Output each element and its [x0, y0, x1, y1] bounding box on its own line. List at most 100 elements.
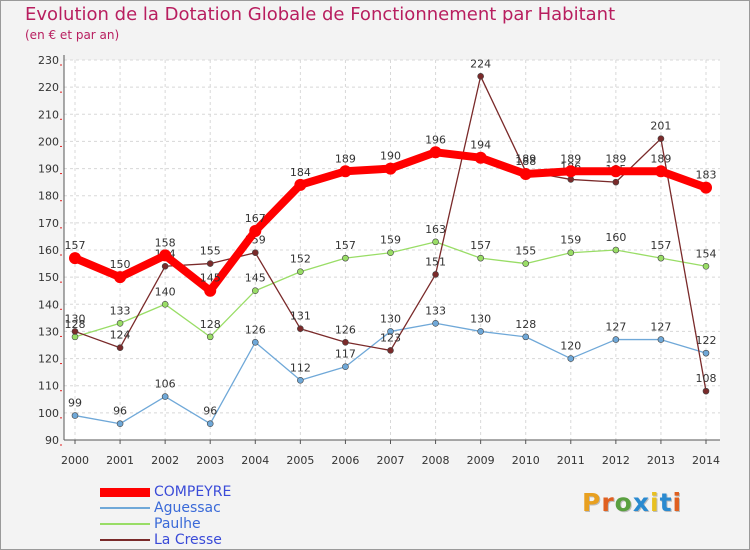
data-point: [342, 363, 349, 371]
data-label: 99: [68, 397, 82, 410]
data-point: [477, 72, 484, 80]
x-tick-label: 2003: [196, 454, 224, 467]
legend-swatch: [100, 488, 150, 497]
legend-item: Aguessac: [100, 500, 300, 516]
data-point: [429, 146, 442, 159]
data-point: [387, 249, 394, 257]
y-tick-label: 160: [38, 244, 59, 257]
data-label: 184: [290, 166, 311, 179]
data-point: [297, 325, 304, 333]
data-point: [702, 262, 710, 270]
data-label: 106: [155, 378, 176, 391]
data-point: [297, 376, 304, 384]
data-label: 127: [605, 321, 626, 334]
data-point: [159, 249, 172, 262]
data-label: 189: [560, 152, 581, 165]
data-point: [657, 135, 665, 143]
data-point: [206, 420, 214, 428]
logo-letter: i: [672, 488, 683, 517]
x-tick-label: 2000: [61, 454, 89, 467]
data-point: [612, 336, 620, 343]
data-point: [339, 165, 352, 178]
x-tick-label: 2002: [151, 454, 179, 467]
y-tick-label: 100: [38, 407, 59, 420]
y-tick-label: 180: [38, 190, 59, 203]
x-tick-label: 2007: [377, 454, 405, 467]
legend-label: COMPEYRE: [154, 484, 232, 500]
data-label: 157: [650, 239, 671, 252]
data-label: 145: [200, 272, 221, 285]
data-point: [564, 165, 577, 178]
data-label: 157: [65, 239, 86, 252]
data-point: [297, 268, 304, 276]
x-tick-label: 2004: [241, 454, 269, 467]
y-tick-label: 140: [38, 298, 59, 311]
data-label: 150: [110, 258, 131, 271]
x-tick-label: 2006: [331, 454, 359, 467]
data-point: [702, 387, 710, 395]
data-label: 117: [335, 348, 356, 361]
data-point: [71, 333, 79, 341]
data-point: [519, 168, 532, 180]
data-label: 158: [155, 236, 176, 249]
data-point: [116, 420, 124, 428]
data-label: 96: [203, 405, 217, 418]
data-point: [116, 344, 124, 352]
data-point: [657, 336, 665, 343]
x-tick-label: 2009: [467, 454, 495, 467]
data-point: [71, 328, 79, 335]
y-tick-label: 110: [38, 380, 59, 393]
data-point: [432, 238, 439, 246]
data-label: 159: [380, 234, 401, 247]
legend-item: La Cresse: [100, 532, 300, 548]
data-label: 190: [380, 150, 401, 163]
legend-label: Aguessac: [154, 500, 221, 516]
legend-item: COMPEYRE: [100, 484, 300, 500]
data-point: [161, 393, 169, 400]
data-label: 130: [65, 312, 86, 325]
data-point: [251, 287, 259, 295]
legend-swatch: [100, 523, 150, 525]
data-label: 127: [650, 321, 671, 334]
data-point: [387, 347, 394, 354]
data-label: 152: [290, 253, 311, 266]
data-point: [432, 319, 439, 327]
logo-letter: t: [659, 488, 673, 517]
data-label: 157: [470, 239, 491, 252]
x-tick-label: 2005: [286, 454, 314, 467]
data-label: 188: [515, 155, 536, 168]
legend-swatch: [100, 507, 150, 509]
x-tick-label: 2014: [692, 454, 720, 467]
x-tick-label: 2012: [602, 454, 630, 467]
data-label: 154: [696, 247, 717, 260]
x-tick-label: 2010: [512, 454, 540, 467]
data-label: 196: [425, 133, 446, 146]
data-point: [294, 178, 307, 191]
data-label: 131: [290, 310, 311, 323]
data-label: 133: [110, 304, 131, 317]
data-label: 130: [470, 312, 491, 325]
data-point: [387, 328, 394, 335]
data-label: 189: [335, 152, 356, 165]
data-point: [612, 246, 620, 254]
data-label: 183: [696, 169, 717, 182]
y-tick-label: 230: [38, 54, 59, 67]
legend-item: Paulhe: [100, 516, 300, 532]
data-label: 128: [200, 318, 221, 331]
y-tick-label: 150: [38, 271, 59, 284]
data-label: 151: [425, 255, 446, 268]
data-label: 126: [245, 323, 266, 336]
logo-letter: P: [582, 488, 602, 517]
x-tick-label: 2013: [647, 454, 675, 467]
y-tick-label: 190: [38, 163, 59, 176]
data-point: [522, 333, 530, 341]
y-tick-label: 220: [38, 81, 59, 94]
data-label: 201: [650, 120, 671, 133]
data-label: 112: [290, 361, 311, 374]
data-point: [251, 338, 259, 346]
logo-letter: r: [601, 488, 615, 517]
data-label: 163: [425, 223, 446, 236]
data-label: 189: [650, 152, 671, 165]
data-point: [69, 252, 81, 265]
data-point: [612, 178, 620, 186]
